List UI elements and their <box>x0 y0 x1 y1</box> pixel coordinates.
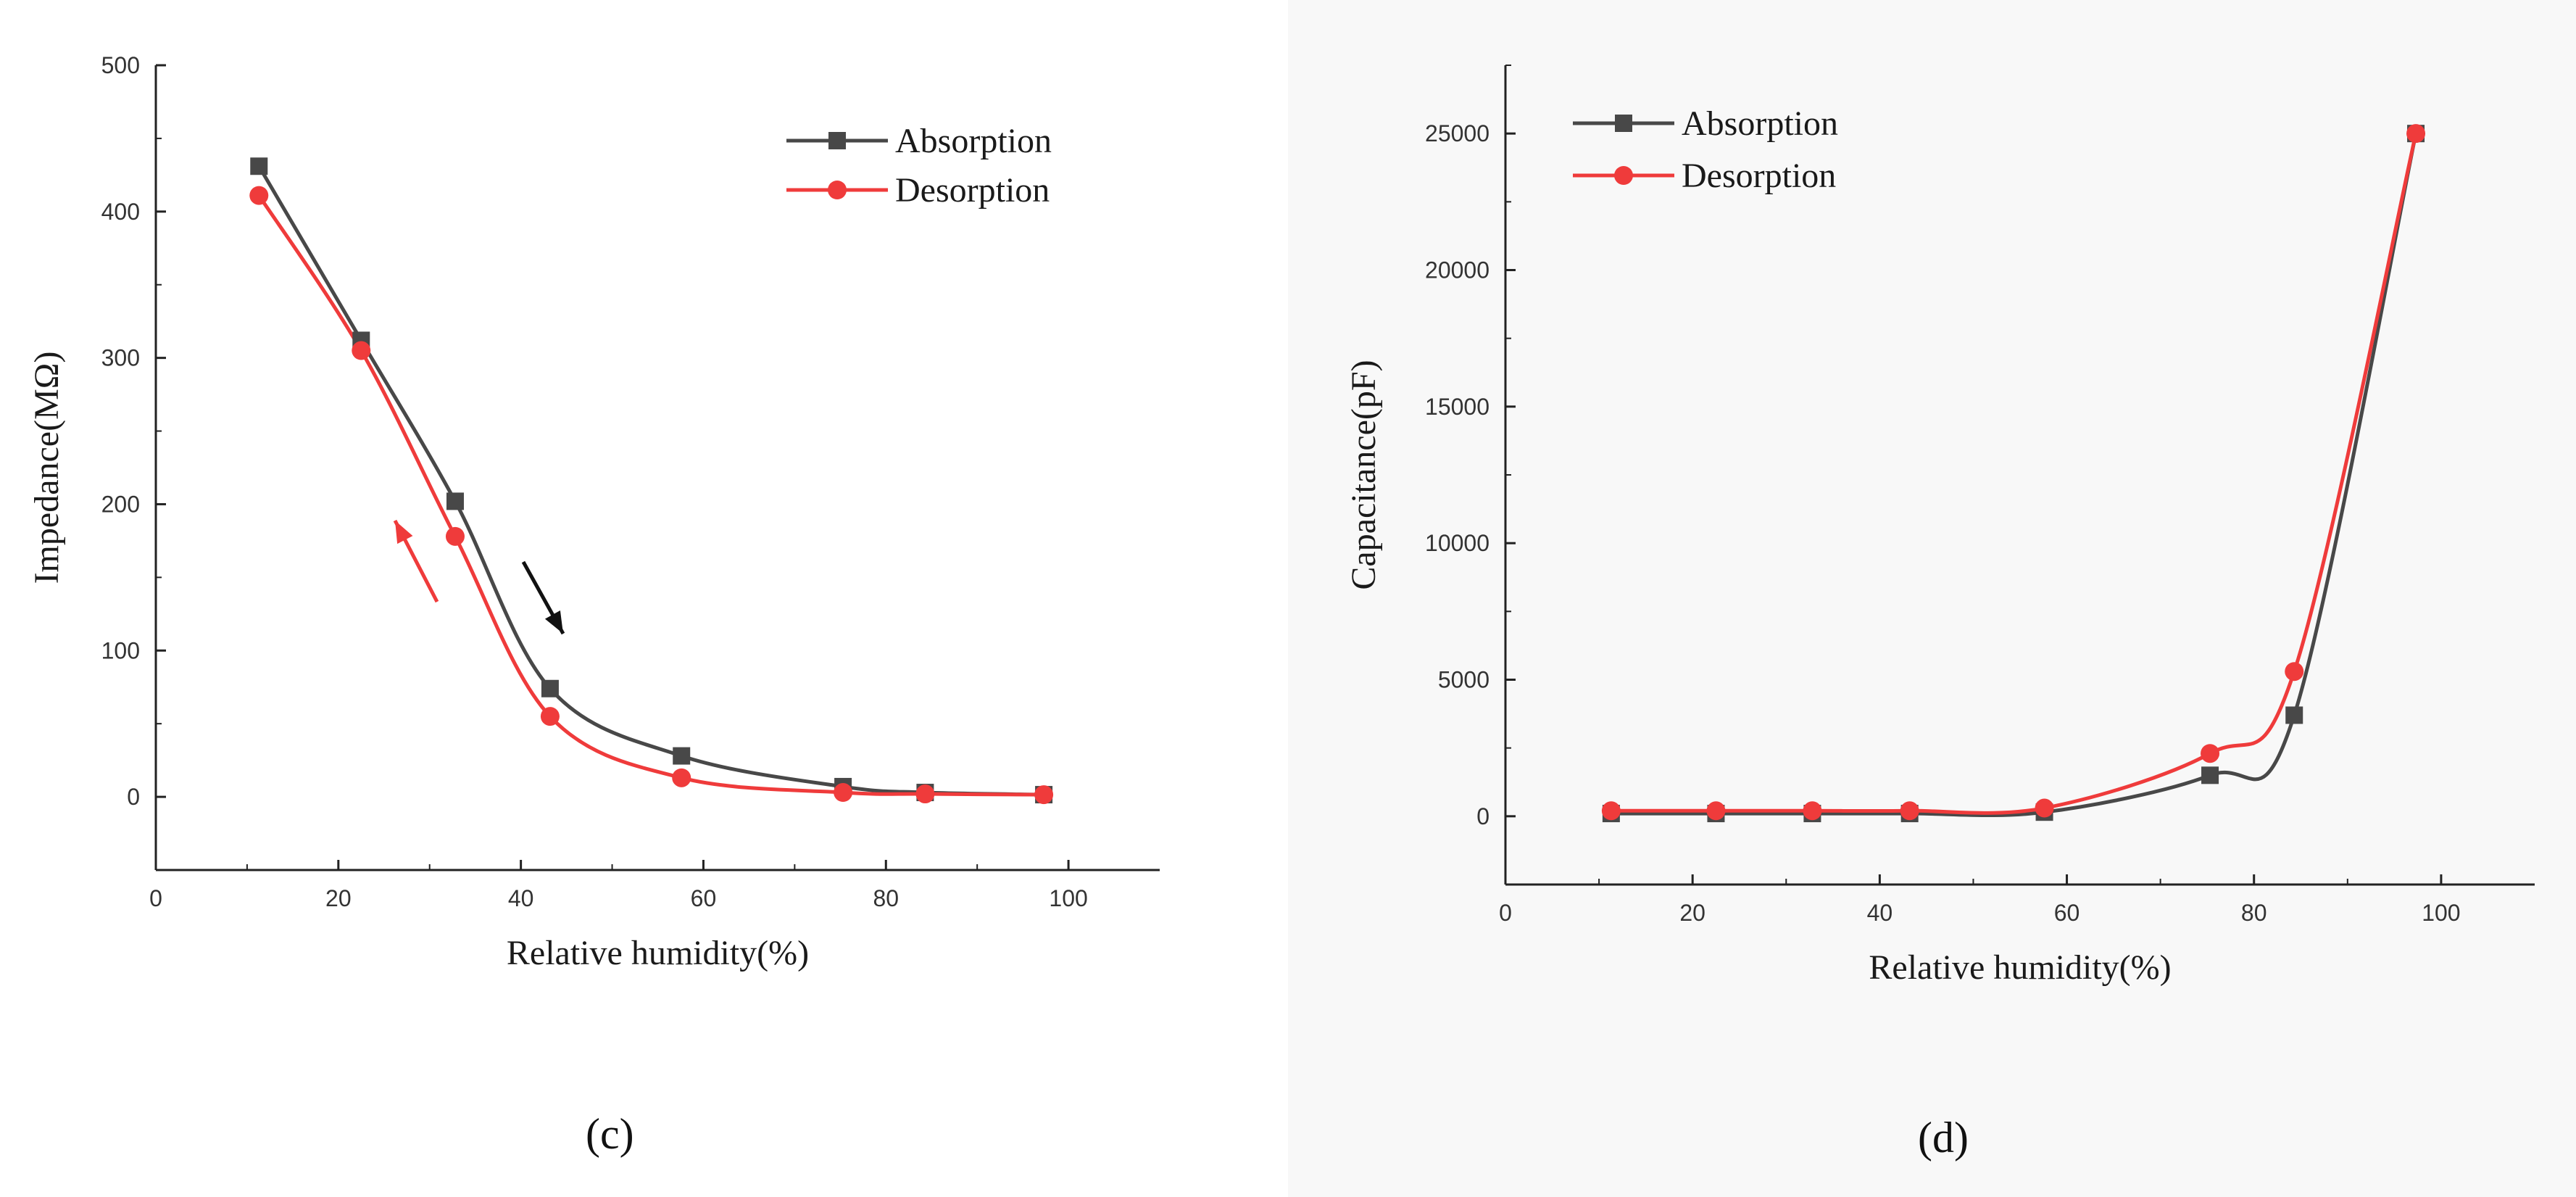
legend-label-desorption: Desorption <box>1682 157 1836 195</box>
data-point-desorption <box>915 784 935 804</box>
panel-label-c: (c) <box>586 1110 634 1158</box>
data-point-absorption <box>446 492 464 510</box>
x-tick-label: 100 <box>2422 900 2460 926</box>
data-point-desorption <box>249 186 269 205</box>
data-point-desorption <box>834 783 853 803</box>
legend-marker-absorption <box>1615 115 1632 132</box>
series-line-desorption <box>1611 133 2418 815</box>
x-tick-label: 20 <box>325 885 352 911</box>
data-point-desorption <box>1803 801 1822 821</box>
y-tick-label: 100 <box>101 637 140 663</box>
x-axis-title: Relative humidity(%) <box>1869 948 2171 987</box>
y-tick-label: 300 <box>101 345 140 371</box>
data-point-desorption <box>352 341 371 360</box>
y-tick-label: 15000 <box>1425 394 1489 420</box>
chart-panel-d: 0 20 40 60 80 100 0 5000 10000 15000 20000 25000 Rel… <box>1288 0 2576 1197</box>
legend-label-absorption: Absorption <box>895 122 1052 160</box>
data-point-desorption <box>672 768 691 787</box>
data-point-desorption <box>2035 798 2054 818</box>
data-point-desorption <box>1034 785 1054 805</box>
data-point-desorption <box>1900 801 1919 821</box>
x-axis-title: Relative humidity(%) <box>507 934 809 972</box>
y-tick-label: 0 <box>1476 803 1489 829</box>
x-tick-label: 0 <box>1499 900 1512 926</box>
series-line-absorption <box>1611 133 2418 818</box>
y-tick-label: 500 <box>101 52 140 78</box>
series-line-desorption <box>257 194 1044 797</box>
y-tick-label: 10000 <box>1425 530 1489 556</box>
legend-label-absorption: Absorption <box>1682 104 1838 143</box>
y-tick-label: 5000 <box>1438 667 1489 693</box>
y-tick-label: 400 <box>101 199 140 225</box>
x-tick-label: 80 <box>873 885 899 911</box>
desorption-arrow-head <box>395 521 413 544</box>
data-point-absorption <box>2285 706 2303 724</box>
legend-marker-absorption <box>828 132 846 149</box>
panel-label-d: (d) <box>1918 1114 1969 1161</box>
data-point-desorption <box>1706 801 1726 821</box>
data-point-desorption <box>2406 124 2426 144</box>
data-point-desorption <box>2201 744 2220 763</box>
x-tick-label: 40 <box>508 885 534 911</box>
x-tick-label: 80 <box>2241 900 2267 926</box>
x-tick-label: 0 <box>149 885 162 911</box>
legend-label-desorption: Desorption <box>895 171 1050 210</box>
data-point-absorption <box>673 747 691 765</box>
y-axis-title: Capacitance(pF) <box>1345 360 1383 589</box>
absorption-arrow-head <box>544 610 563 634</box>
series-line-absorption <box>257 165 1044 797</box>
data-point-absorption <box>250 157 268 175</box>
y-tick-label: 0 <box>127 784 140 810</box>
y-tick-label: 200 <box>101 491 140 517</box>
x-tick-label: 20 <box>1679 900 1705 926</box>
legend-marker-desorption <box>828 181 847 199</box>
x-tick-label: 60 <box>2054 900 2080 926</box>
chart-panel-c: 0 20 40 60 80 100 0 100 200 300 400 500 Relative hum… <box>28 52 1160 1158</box>
data-point-desorption <box>1601 801 1621 821</box>
x-tick-label: 40 <box>1867 900 1893 926</box>
data-point-absorption <box>541 679 559 697</box>
y-tick-label: 25000 <box>1425 120 1489 146</box>
data-point-desorption <box>445 526 465 546</box>
x-tick-label: 60 <box>691 885 717 911</box>
y-axis-title: Impedance(MΩ) <box>28 352 66 584</box>
legend-marker-desorption <box>1614 166 1633 185</box>
data-point-desorption <box>2285 662 2304 682</box>
y-tick-label: 20000 <box>1425 257 1489 283</box>
capacitance-chart: 0 20 40 60 80 100 0 5000 10000 15000 20000 25000 Rel… <box>1345 65 2535 987</box>
data-point-absorption <box>2201 766 2219 784</box>
impedance-chart: 0 20 40 60 80 100 0 100 200 300 400 500 Relative hum… <box>28 52 1160 972</box>
data-point-desorption <box>540 707 560 726</box>
x-tick-label: 100 <box>1049 885 1087 911</box>
